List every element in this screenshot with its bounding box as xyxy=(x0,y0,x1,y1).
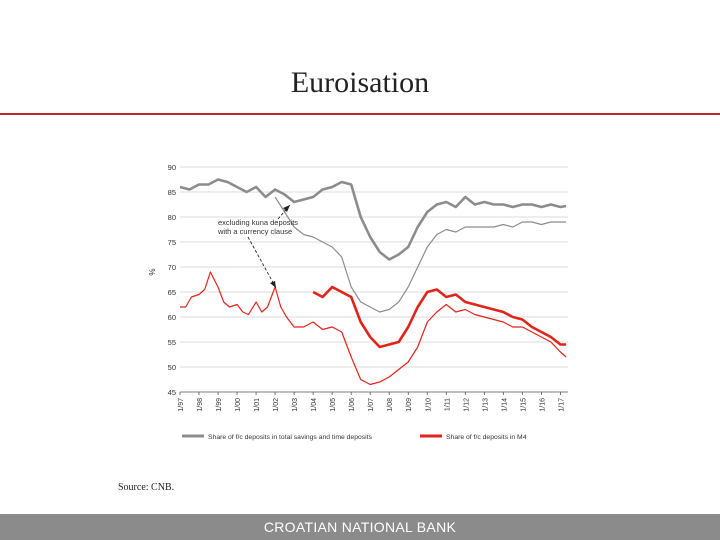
x-tick-label: 1/10 xyxy=(425,398,432,412)
source-note: Source: CNB. xyxy=(118,482,175,493)
footer-label: CROATIAN NATIONAL BANK xyxy=(263,519,457,535)
annotation-arrowhead-lower xyxy=(270,281,276,288)
chart-legend: Share of f/c deposits in total savings a… xyxy=(182,434,527,441)
x-tick-label: 1/05 xyxy=(330,398,337,412)
y-tick-label: 55 xyxy=(168,338,176,347)
x-tick-label: 1/04 xyxy=(311,398,318,412)
x-tick-label: 1/17 xyxy=(558,398,565,412)
y-tick-label: 50 xyxy=(168,363,176,372)
y-tick-labels: 45 50 55 60 65 70 75 80 85 90 xyxy=(168,163,176,397)
x-tick-label: 1/15 xyxy=(520,398,527,412)
x-tick-label: 1/98 xyxy=(197,398,204,412)
legend-label-red: Share of f/c deposits in M4 xyxy=(446,434,527,441)
x-tick-label: 1/97 xyxy=(178,398,185,412)
x-tick-label: 1/16 xyxy=(539,398,546,412)
x-tick-label: 1/07 xyxy=(368,398,375,412)
x-tick-label: 1/02 xyxy=(273,398,280,412)
x-tick-label: 1/00 xyxy=(235,398,242,412)
series-line-2 xyxy=(274,196,567,313)
y-axis-label: % xyxy=(148,268,157,275)
series-line-4 xyxy=(180,271,567,386)
y-tick-label: 80 xyxy=(168,213,176,222)
x-tick-label: 1/14 xyxy=(501,398,508,412)
annotation-line-2: with a currency clause xyxy=(217,227,292,236)
y-tick-label: 85 xyxy=(168,188,176,197)
y-tick-label: 65 xyxy=(168,288,176,297)
legend-label-grey: Share of f/c deposits in total savings a… xyxy=(208,434,373,441)
series-line-1 xyxy=(179,178,567,261)
series-lines xyxy=(179,178,567,386)
x-tick-label: 1/13 xyxy=(482,398,489,412)
x-tick-labels: 1/97 1/98 1/99 1/00 1/01 1/02 1/03 1/04 1/05 1/06… xyxy=(178,392,565,412)
x-tick-label: 1/08 xyxy=(387,398,394,412)
x-tick-label: 1/03 xyxy=(292,398,299,412)
x-tick-label: 1/09 xyxy=(406,398,413,412)
footer-bar xyxy=(0,514,720,540)
annotation-arrowhead-upper xyxy=(283,205,290,212)
title-divider xyxy=(0,113,720,115)
x-tick-label: 1/06 xyxy=(349,398,356,412)
slide-title: Euroisation xyxy=(290,66,430,99)
x-tick-label: 1/12 xyxy=(463,398,470,412)
y-tick-label: 90 xyxy=(168,163,176,172)
annotation-line-1: excluding kuna deposits xyxy=(218,218,298,227)
grid-lines xyxy=(180,166,568,393)
y-tick-label: 70 xyxy=(168,263,176,272)
chart-annotation: excluding kuna deposits with a currency … xyxy=(217,204,298,289)
y-tick-label: 75 xyxy=(168,238,176,247)
y-tick-label: 45 xyxy=(168,388,176,397)
y-tick-label: 60 xyxy=(168,313,176,322)
x-tick-label: 1/01 xyxy=(254,398,261,412)
series-line-3 xyxy=(312,285,567,349)
x-tick-label: 1/99 xyxy=(216,398,223,412)
x-tick-label: 1/11 xyxy=(444,398,451,411)
annotation-arrow-lower xyxy=(247,236,277,289)
